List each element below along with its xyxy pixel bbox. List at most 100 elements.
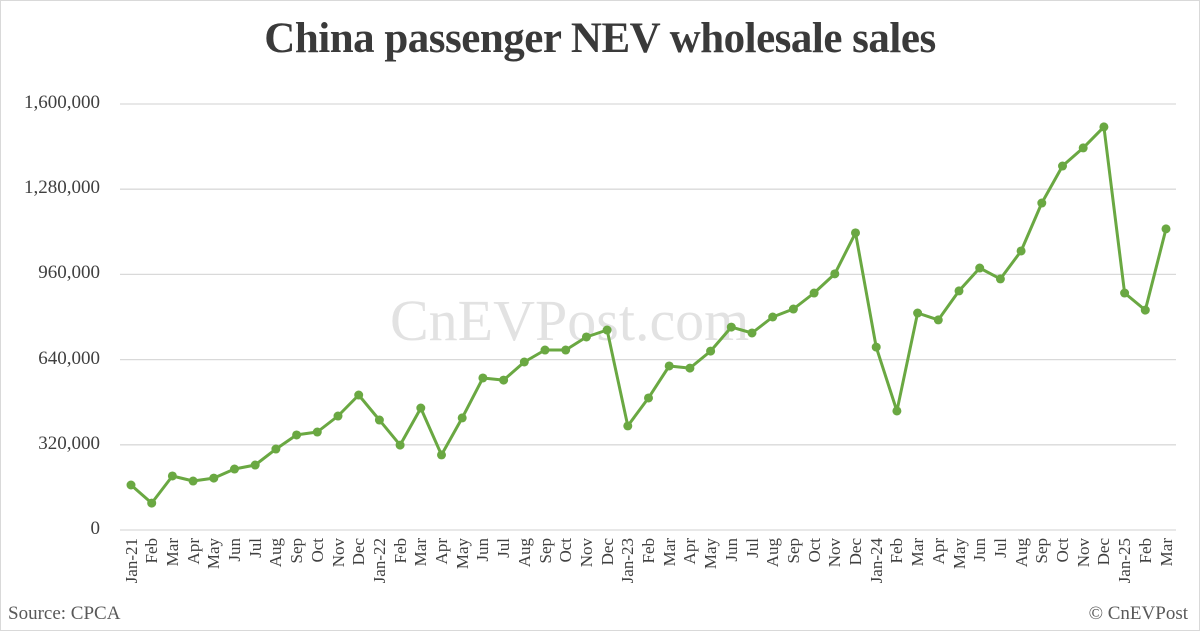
data-point (188, 476, 198, 486)
x-tick-label: Jul (990, 538, 1010, 558)
data-point (830, 269, 840, 279)
data-point (167, 471, 177, 481)
data-point (1037, 198, 1047, 208)
data-point (292, 430, 302, 440)
data-point (395, 440, 405, 450)
y-tick-label: 320,000 (38, 432, 100, 454)
x-tick-label: Oct (1053, 538, 1072, 563)
x-tick-label: Dec (846, 538, 865, 566)
data-point (126, 480, 136, 490)
data-point (1099, 122, 1109, 132)
data-point (437, 450, 446, 460)
x-tick-label: May (949, 538, 969, 570)
data-point (685, 363, 695, 373)
x-tick-label: Apr (680, 538, 700, 565)
data-point (602, 325, 612, 335)
x-tick-label: Jul (245, 538, 265, 558)
data-point (250, 460, 260, 470)
x-tick-label: Dec (1094, 538, 1114, 566)
watermark: CnEVPost.com (390, 288, 750, 353)
data-point (1140, 305, 1150, 315)
x-tick-label: Nov (1073, 538, 1093, 568)
data-point (457, 413, 467, 423)
x-tick-label: Jun (721, 538, 741, 562)
data-point (416, 403, 426, 413)
x-tick-label: Jan-22 (369, 538, 389, 584)
data-point (147, 498, 157, 508)
x-tick-label: Dec (349, 538, 369, 566)
y-tick-label: 640,000 (38, 347, 100, 369)
data-point (1161, 224, 1171, 234)
x-tick-label: Mar (1156, 538, 1176, 567)
source-note: Source: CPCA (8, 603, 121, 624)
x-tick-label: Sep (287, 538, 307, 564)
data-point (768, 312, 778, 322)
x-tick-label: Sep (1032, 538, 1052, 564)
y-tick-label: 1,280,000 (24, 177, 100, 199)
x-tick-label: Sep (783, 538, 803, 564)
x-tick-label: Jan-25 (1115, 538, 1135, 584)
copyright-note: © CnEVPost (1088, 603, 1188, 624)
data-point (664, 361, 674, 371)
x-tick-label: Feb (142, 538, 162, 564)
data-point (788, 304, 798, 314)
data-point (1058, 161, 1067, 171)
data-point (519, 357, 529, 367)
data-point (644, 393, 653, 403)
y-tick-label: 0 (90, 518, 101, 539)
x-tick-label: Sep (535, 538, 555, 564)
x-tick-label: Oct (307, 538, 327, 563)
data-point (312, 427, 322, 437)
chart-title: China passenger NEV wholesale sales (264, 15, 936, 62)
x-tick-label: Mar (411, 538, 431, 567)
data-point (333, 411, 343, 421)
x-tick-label: May (452, 538, 472, 570)
x-tick-label: Mar (659, 538, 679, 567)
x-tick-label: Jun (970, 538, 990, 562)
x-tick-label: Nov (328, 538, 348, 568)
y-tick-label: 960,000 (38, 262, 100, 284)
data-point (954, 286, 964, 296)
x-tick-label: Dec (597, 538, 617, 566)
data-point (499, 375, 509, 385)
x-tick-label: Oct (556, 538, 576, 563)
x-tick-label: Feb (1135, 538, 1155, 564)
data-point (581, 332, 591, 342)
x-tick-label: Aug (763, 538, 783, 568)
x-tick-label: Feb (639, 538, 658, 564)
data-point (1078, 143, 1088, 153)
data-point (913, 308, 923, 318)
series-line (130, 125, 1168, 505)
data-point (540, 345, 550, 355)
x-tick-label: Oct (804, 538, 824, 563)
data-point (706, 346, 716, 356)
data-point (354, 390, 364, 400)
x-tick-label: Jun (225, 538, 244, 562)
y-tick-label: 1,600,000 (24, 92, 100, 113)
x-tick-label: Apr (432, 538, 451, 565)
data-point (851, 228, 860, 238)
data-point (209, 473, 219, 483)
x-tick-label: Mar (908, 538, 928, 567)
x-tick-label: Aug (266, 538, 286, 568)
x-tick-label: Nov (825, 538, 845, 568)
data-point (747, 328, 757, 338)
x-tick-label: Apr (183, 538, 203, 565)
x-tick-label: Mar (162, 538, 182, 567)
data-point (271, 444, 281, 454)
x-tick-label: Aug (514, 538, 534, 568)
data-point (374, 415, 384, 425)
x-tick-label: Apr (928, 538, 948, 565)
x-tick-label: Jan-21 (121, 538, 141, 584)
x-tick-label: May (701, 538, 721, 570)
data-point (892, 406, 902, 416)
x-tick-label: Jul (742, 538, 762, 558)
data-point (561, 345, 571, 355)
x-tick-label: Aug (1011, 538, 1031, 568)
data-point (230, 464, 239, 474)
x-tick-label: Nov (576, 538, 596, 568)
data-point (995, 274, 1005, 284)
x-tick-label: May (204, 538, 224, 570)
data-point (809, 288, 819, 298)
